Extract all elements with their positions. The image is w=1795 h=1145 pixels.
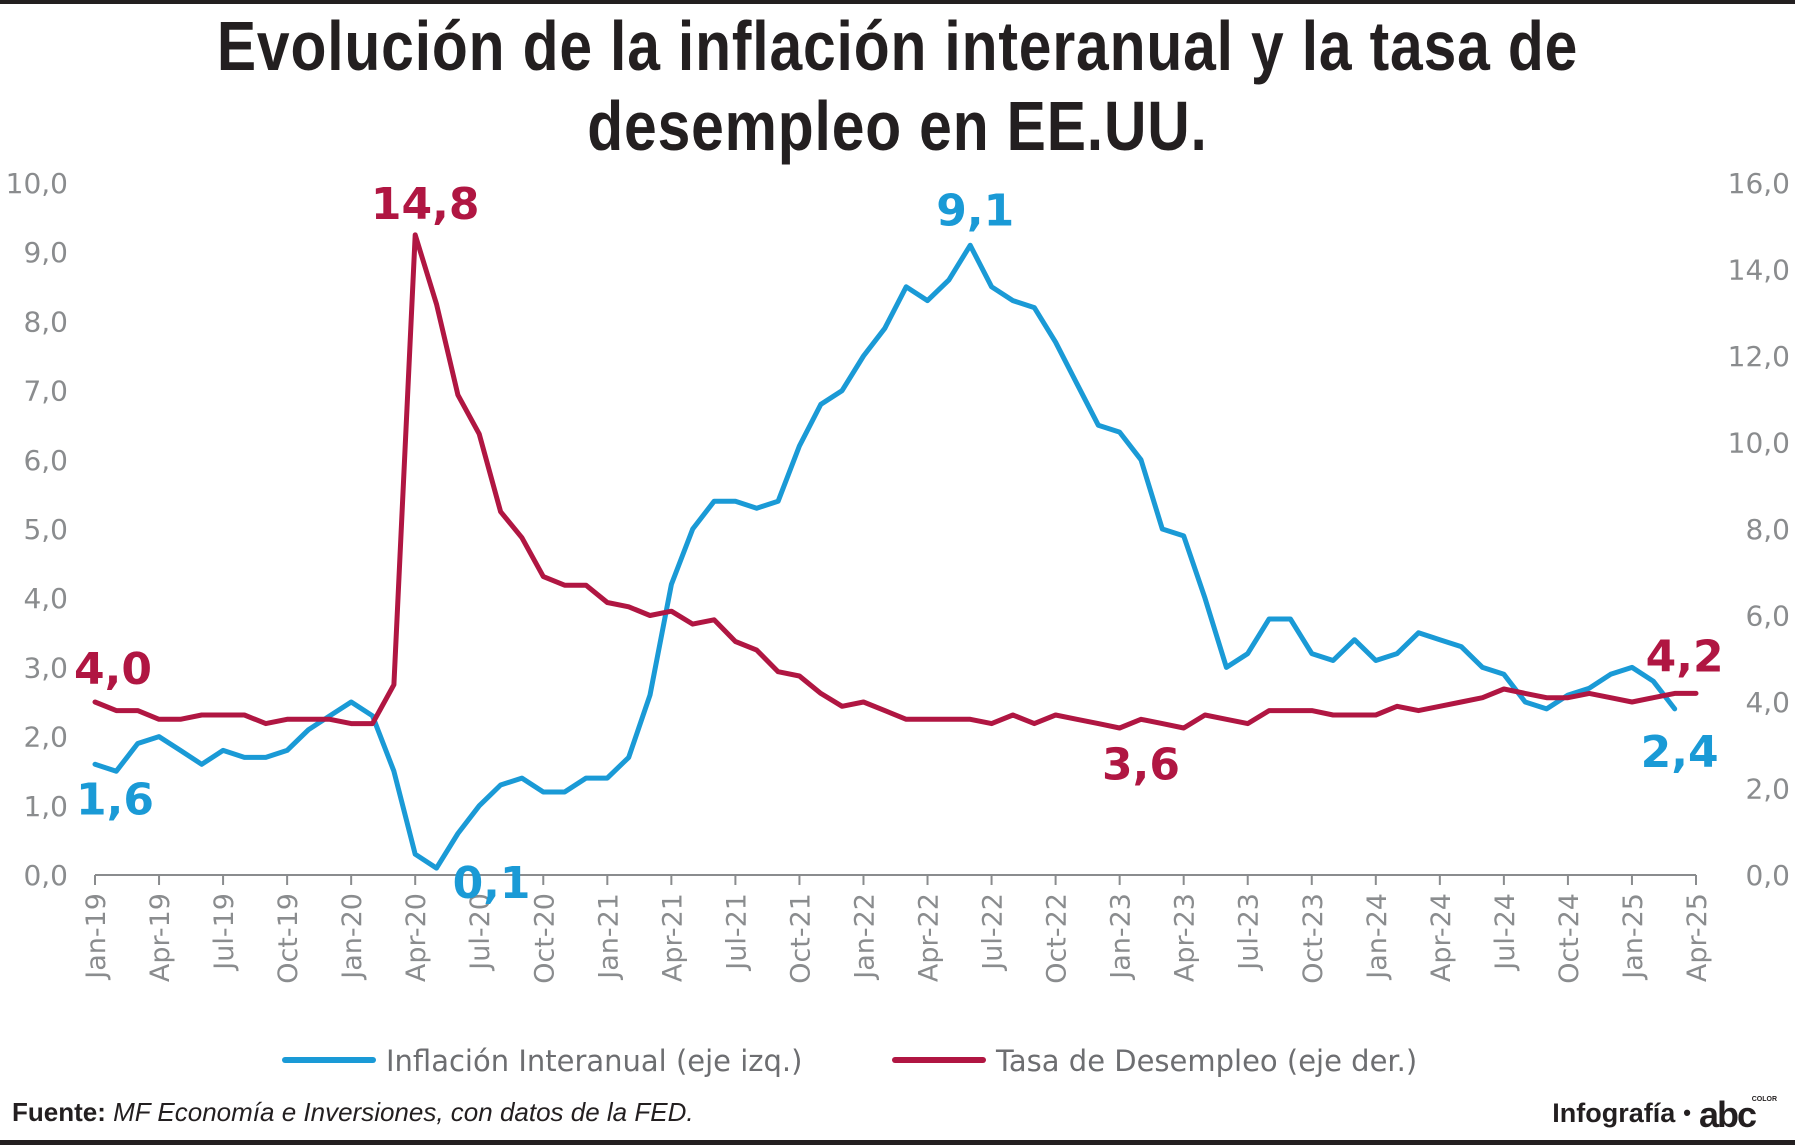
x-tick-label: Oct-24 [1554,893,1585,984]
series-lines [92,232,1699,871]
title-line-2: desempleo en EE.UU. [587,87,1208,165]
x-tick-label: Apr-23 [1170,893,1201,982]
left-axis-tick-label: 5,0 [23,513,68,546]
x-tick-label: Jul-22 [978,893,1009,972]
x-tick-label: Apr-24 [1426,893,1457,982]
source-label: Fuente: [12,1097,106,1127]
abc-logo-color-text: COLOR [1751,1096,1777,1103]
left-axis-tick-label: 4,0 [23,582,68,615]
x-tick-label: Oct-19 [273,893,304,984]
legend: Inflación Interanual (eje izq.) Tasa de D… [282,1044,1417,1078]
right-axis-tick-label: 10,0 [1728,427,1790,460]
x-tick-label: Oct-20 [529,893,560,984]
left-axis-tick-label: 9,0 [23,236,68,269]
annotation-label: 4,0 [74,644,152,695]
source-note: Fuente: MF Economía e Inversiones, con d… [12,1097,694,1128]
bottom-border [0,1140,1795,1145]
x-tick-label: Jan-23 [1106,893,1137,981]
annotation-label: 0,1 [453,858,531,909]
x-tick-label: Jan-21 [593,893,624,981]
left-axis-tick-label: 1,0 [23,790,68,823]
left-axis-tick-label: 0,0 [23,859,68,892]
annotation-label: 4,2 [1646,631,1724,682]
x-tick-label: Jul-24 [1490,893,1521,972]
right-axis-tick-label: 2,0 [1745,773,1790,806]
annotation-label: 14,8 [371,179,480,230]
right-axis-tick-label: 8,0 [1745,513,1790,546]
x-tick-label: Jul-19 [209,893,240,972]
x-tick-label: Oct-22 [1042,893,1073,984]
left-axis-tick-label: 8,0 [23,305,68,338]
inflation-series-line [92,242,1678,871]
credit-separator: • [1683,1100,1691,1125]
x-tick-label: Jul-23 [1234,893,1265,972]
annotation-label: 9,1 [936,185,1014,236]
left-axis-tick-label: 6,0 [23,444,68,477]
right-axis-tick-label: 12,0 [1728,340,1790,373]
annotation-label: 1,6 [76,774,154,825]
abc-logo: COLOR abc [1699,1094,1781,1135]
x-tick-label: Jan-24 [1362,893,1393,981]
legend-label: Tasa de Desempleo (eje der.) [995,1044,1417,1078]
annotation-label: 3,6 [1102,739,1180,790]
right-axis-tick-label: 6,0 [1745,600,1790,633]
x-tick-label: Apr-25 [1682,893,1713,982]
right-axis-tick-label: 16,0 [1728,167,1790,200]
left-axis-ticks: 0,0 1,0 2,0 3,0 4,0 5,0 6,0 7,0 8,0 9,0 10,0 [6,167,68,892]
x-tick-label: Jan-20 [337,893,368,981]
source-text: MF Economía e Inversiones, con datos de … [113,1097,694,1127]
right-axis-ticks: 0,0 2,0 4,0 6,0 8,0 10,0 12,0 14,0 16,0 [1728,167,1790,892]
annotation-label: 2,4 [1641,727,1719,778]
abc-logo-word: abc [1699,1094,1757,1135]
x-tick-label: Jan-19 [81,893,112,981]
chart-title: Evolución de la inflación interanual y l… [144,6,1652,166]
x-tick-label: Oct-23 [1298,893,1329,984]
x-tick-label: Apr-20 [401,893,432,982]
left-axis-tick-label: 2,0 [23,721,68,754]
left-axis-tick-label: 7,0 [23,375,68,408]
x-tick-label: Jul-20 [465,893,496,972]
x-tick-label: Apr-22 [914,893,945,982]
x-tick-label: Jul-21 [721,893,752,972]
legend-label: Inflación Interanual (eje izq.) [386,1044,802,1078]
left-axis-tick-label: 10,0 [6,167,68,200]
x-tick-label: Jan-22 [849,893,880,981]
right-axis-tick-label: 14,0 [1728,254,1790,287]
right-axis-tick-label: 0,0 [1745,859,1790,892]
left-axis-tick-label: 3,0 [23,651,68,684]
x-tick-label: Oct-21 [785,893,816,984]
credit-text: Infografía [1552,1097,1676,1128]
credit: Infografía • COLOR abc [1552,1094,1781,1135]
top-border [0,0,1795,4]
title-line-1: Evolución de la inflación interanual y l… [216,7,1579,85]
data-annotations: 4,0 14,8 3,6 4,2 1,6 0,1 9,1 2,4 [74,179,1724,909]
x-tick-label: Jan-25 [1618,893,1649,981]
x-tick-label: Apr-21 [657,893,688,982]
x-tick-label: Apr-19 [145,893,176,982]
x-axis-ticks: Jan-19 Apr-19 Jul-19 Oct-19 Jan-20 Apr-20 Jul-… [81,875,1713,984]
unemployment-series-line [92,232,1699,731]
right-axis-tick-label: 4,0 [1745,686,1790,719]
